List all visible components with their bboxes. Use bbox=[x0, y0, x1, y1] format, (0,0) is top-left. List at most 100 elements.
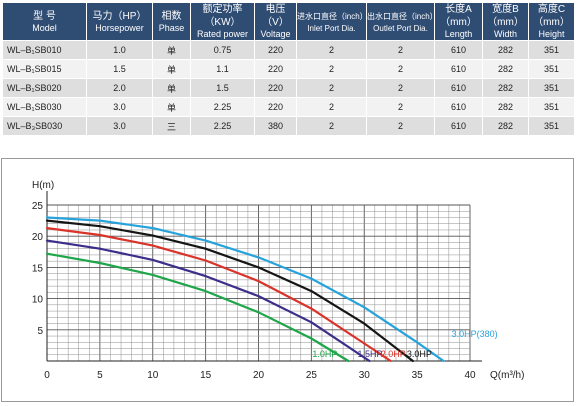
cell-width: 282 bbox=[482, 78, 529, 98]
y-tick-label: 20 bbox=[32, 232, 44, 243]
header-width-en: Width bbox=[493, 29, 517, 39]
cell-phase: 单 bbox=[152, 78, 191, 98]
header-rated-power-zh: 额定功率（KW） bbox=[202, 4, 243, 28]
cell-model: WL–B₁SB015 bbox=[2, 59, 87, 79]
cell-width: 282 bbox=[482, 116, 529, 136]
cell-phase: 单 bbox=[152, 40, 191, 60]
header-outlet-dia-en: Outlet Port Dia. bbox=[373, 23, 428, 33]
header-rated-power: 额定功率（KW） Rated power bbox=[190, 2, 255, 41]
series-line-1-0hp bbox=[45, 252, 350, 363]
series-line-2-0hp bbox=[45, 227, 392, 363]
cell-inlet-dia: 2 bbox=[296, 40, 367, 60]
performance-chart-svg: 0 5 10 15 20 25 30 35 40 5 10 15 20 25 1.0HP 1.5HP2.0H… bbox=[32, 180, 525, 381]
header-phase: 相数 Phase bbox=[152, 2, 191, 41]
cell-rated-power: 0.75 bbox=[190, 40, 255, 60]
cell-model: WL–B₁SB020 bbox=[2, 78, 87, 98]
cell-length: 610 bbox=[434, 116, 483, 136]
cell-voltage: 220 bbox=[254, 40, 297, 60]
x-tick-label: 5 bbox=[97, 370, 103, 381]
header-inlet-dia-en: Inlet Port Dia. bbox=[307, 23, 356, 33]
header-width-zh: 宽度B（mm） bbox=[487, 4, 524, 28]
series-label: 1.5HP bbox=[358, 349, 383, 359]
series-line-3-0hp bbox=[45, 219, 414, 363]
table-row: WL–B₁SB020 2.0 单 1.5 220 2 2 610 282 351 bbox=[2, 78, 575, 98]
header-outlet-dia-zh: 出水口直径（inch） bbox=[367, 11, 438, 21]
header-inlet-dia: 进水口直径（inch） Inlet Port Dia. bbox=[296, 2, 368, 41]
header-voltage-zh: 电压（V） bbox=[262, 4, 289, 28]
cell-voltage: 220 bbox=[254, 97, 297, 117]
cell-outlet-dia: 2 bbox=[366, 97, 435, 117]
cell-width: 282 bbox=[482, 97, 529, 117]
cell-rated-power: 1.5 bbox=[190, 78, 255, 98]
cell-phase: 三 bbox=[152, 116, 191, 136]
table-body: WL–B₁SB010 1.0 单 0.75 220 2 2 610 282 351 WL–B₁SB0… bbox=[2, 40, 575, 136]
table-row: WL–B₃SB030 3.0 三 2.25 380 2 2 610 282 351 bbox=[2, 116, 575, 136]
header-phase-zh: 相数 bbox=[161, 10, 182, 22]
series-line-3-0hp-380- bbox=[45, 216, 445, 363]
header-model-zh: 型 号 bbox=[33, 10, 56, 22]
cell-height: 351 bbox=[528, 97, 575, 117]
header-voltage: 电压（V） Voltage bbox=[254, 2, 297, 41]
y-tick-label: 25 bbox=[32, 201, 44, 212]
chart-series bbox=[45, 216, 445, 363]
cell-outlet-dia: 2 bbox=[366, 59, 435, 79]
table-row: WL–B₁SB030 3.0 单 2.25 220 2 2 610 282 351 bbox=[2, 97, 575, 117]
cell-height: 351 bbox=[528, 40, 575, 60]
cell-inlet-dia: 2 bbox=[296, 97, 367, 117]
cell-length: 610 bbox=[434, 97, 483, 117]
header-horsepower: 马力（HP） Horsepower bbox=[86, 2, 153, 41]
cell-rated-power: 1.1 bbox=[190, 59, 255, 79]
x-tick-label: 10 bbox=[147, 370, 159, 381]
header-horsepower-en: Horsepower bbox=[95, 22, 144, 33]
cell-horsepower: 2.0 bbox=[86, 78, 153, 98]
cell-voltage: 220 bbox=[254, 59, 297, 79]
x-axis-label: Q(m³/h) bbox=[490, 370, 524, 381]
cell-width: 282 bbox=[482, 40, 529, 60]
cell-length: 610 bbox=[434, 78, 483, 98]
header-horsepower-zh: 马力（HP） bbox=[92, 10, 147, 22]
cell-phase: 单 bbox=[152, 97, 191, 117]
x-tick-label: 20 bbox=[253, 370, 265, 381]
y-tick-label: 15 bbox=[32, 263, 44, 274]
table-row: WL–B₁SB010 1.0 单 0.75 220 2 2 610 282 351 bbox=[2, 40, 575, 60]
x-tick-label: 40 bbox=[464, 370, 476, 381]
header-voltage-en: Voltage bbox=[260, 29, 291, 39]
table-row: WL–B₁SB015 1.5 单 1.1 220 2 2 610 282 351 bbox=[2, 59, 575, 79]
cell-width: 282 bbox=[482, 59, 529, 79]
performance-chart: 0 5 10 15 20 25 30 35 40 5 10 15 20 25 1.0HP 1.5HP 2.0H… bbox=[1, 158, 574, 402]
cell-rated-power: 2.25 bbox=[190, 116, 255, 136]
header-length-zh: 长度A（mm） bbox=[440, 4, 477, 28]
series-label: 2.0HP bbox=[381, 349, 406, 359]
cell-outlet-dia: 2 bbox=[366, 78, 435, 98]
cell-height: 351 bbox=[528, 78, 575, 98]
cell-inlet-dia: 2 bbox=[296, 78, 367, 98]
series-label: 3.0HP bbox=[407, 349, 432, 359]
cell-horsepower: 1.5 bbox=[86, 59, 153, 79]
header-rated-power-en: Rated power bbox=[196, 29, 249, 39]
x-tick-label: 30 bbox=[359, 370, 371, 381]
header-height-zh: 高度C（mm） bbox=[533, 4, 570, 28]
header-height: 高度C（mm） Height bbox=[528, 2, 575, 41]
series-label: 1.0HP bbox=[312, 349, 337, 359]
x-tick-label: 0 bbox=[44, 370, 50, 381]
cell-outlet-dia: 2 bbox=[366, 116, 435, 136]
table-header-row: 型 号 Model 马力（HP） Horsepower 相数 Phase 额定功率（KW） R… bbox=[2, 2, 575, 41]
series-label: 3.0HP(380) bbox=[452, 329, 498, 339]
header-length-en: Length bbox=[444, 29, 473, 39]
cell-model: WL–B₁SB030 bbox=[2, 97, 87, 117]
cell-outlet-dia: 2 bbox=[366, 40, 435, 60]
header-length: 长度A（mm） Length bbox=[434, 2, 483, 41]
header-phase-en: Phase bbox=[158, 22, 185, 33]
x-tick-label: 15 bbox=[200, 370, 212, 381]
chart-axes: 0 5 10 15 20 25 30 35 40 5 10 15 20 25 bbox=[32, 191, 482, 381]
cell-horsepower: 1.0 bbox=[86, 40, 153, 60]
header-outlet-dia: 出水口直径（inch） Outlet Port Dia. bbox=[366, 2, 438, 41]
series-line-1-5hp bbox=[45, 239, 371, 363]
cell-height: 351 bbox=[528, 59, 575, 79]
header-width: 宽度B（mm） Width bbox=[482, 2, 529, 41]
header-model-en: Model bbox=[32, 22, 57, 33]
cell-horsepower: 3.0 bbox=[86, 97, 153, 117]
cell-voltage: 220 bbox=[254, 78, 297, 98]
cell-horsepower: 3.0 bbox=[86, 116, 153, 136]
header-model: 型 号 Model bbox=[2, 2, 87, 41]
